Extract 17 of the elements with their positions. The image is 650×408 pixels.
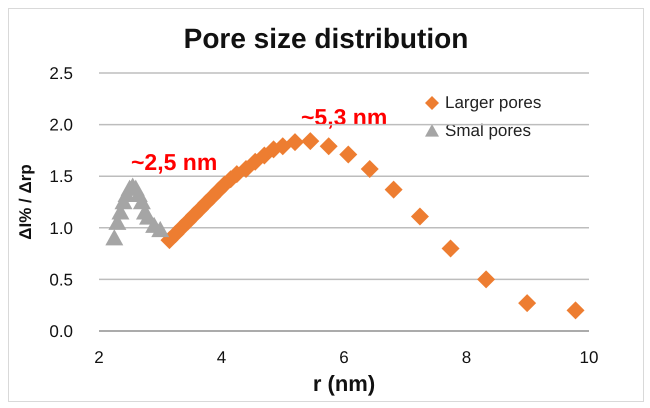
y-tick-label: 1.5 bbox=[49, 167, 73, 186]
chart-title: Pore size distribution bbox=[182, 23, 470, 56]
y-tick-label: 2.0 bbox=[49, 116, 73, 135]
y-tick-label: 1.0 bbox=[49, 218, 73, 238]
x-tick-label: 10 bbox=[580, 348, 598, 368]
x-tick-label: 2 bbox=[94, 348, 104, 368]
legend-label: Larger pores bbox=[445, 93, 542, 113]
x-axis-title: r (nm) bbox=[312, 371, 376, 396]
y-tick-label: 0.5 bbox=[49, 270, 73, 290]
y-tick-label: 2.5 bbox=[49, 64, 73, 84]
legend-label: Smal pores bbox=[445, 121, 531, 141]
y-tick-label: 0.0 bbox=[49, 322, 73, 342]
x-tick-label: 8 bbox=[462, 348, 472, 368]
x-tick-label: 6 bbox=[339, 348, 349, 368]
x-tick-label: 4 bbox=[216, 348, 226, 368]
y-axis-title: ΔI% / Δrp bbox=[16, 164, 36, 240]
annotation: ~2,5 nm bbox=[131, 149, 218, 176]
